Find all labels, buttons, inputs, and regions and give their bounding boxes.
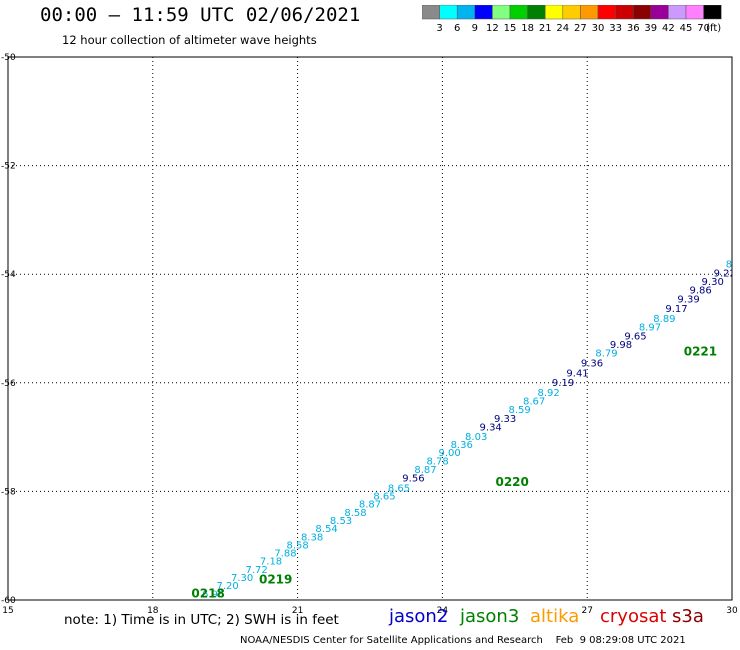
x-tick-label: 24 — [437, 606, 449, 616]
wave-height-reading: 7.30 — [231, 573, 253, 584]
units-note: note: 1) Time is in UTC; 2) SWH is in fe… — [64, 612, 339, 628]
colorbar-tick-label: 6 — [454, 23, 460, 34]
wave-height-reading: 8.87 — [414, 465, 436, 476]
colorbar-tick-label: 70 — [697, 23, 710, 34]
colorbar-tick-label: 15 — [504, 23, 517, 34]
colorbar-tick-label: 9 — [472, 23, 478, 34]
wave-height-reading: 9.34 — [480, 423, 502, 434]
wave-height-reading: 8.03 — [465, 432, 487, 443]
x-tick-label: 15 — [2, 606, 13, 616]
wave-height-reading: 8.79 — [595, 349, 617, 360]
wave-height-reading: 9.65 — [624, 331, 646, 342]
y-tick-label: -54 — [1, 270, 16, 280]
track-time-label: 0218 — [191, 586, 224, 600]
wave-height-reading: 7.18 — [260, 557, 282, 568]
wave-height-reading: 9.00 — [439, 448, 461, 459]
wave-height-reading: 9.39 — [677, 294, 699, 305]
track-time-label: 0219 — [259, 573, 292, 587]
colorbar-tick-label: 42 — [662, 23, 675, 34]
wave-height-reading: 9.33 — [494, 414, 516, 425]
x-tick-label: 27 — [581, 606, 592, 616]
wave-height-reading: 9.17 — [665, 304, 687, 315]
wave-height-reading: 7.72 — [245, 565, 267, 576]
colorbar-tick-label: 24 — [556, 23, 569, 34]
colorbar-tick-label: 12 — [486, 23, 499, 34]
wave-height-reading: 8.97 — [639, 323, 661, 334]
wave-height-reading: 8.65 — [373, 492, 395, 503]
wave-height-reading: 8.59 — [508, 405, 530, 416]
wave-height-reading: 8.87 — [359, 500, 381, 511]
wave-height-reading: 8.78 — [426, 456, 448, 467]
satellite-legend-s3a: s3a — [672, 606, 704, 627]
wave-height-reading: 9.22 — [714, 268, 736, 279]
x-tick-label: 18 — [147, 606, 159, 616]
satellite-legend-jason2: jason2 — [389, 606, 449, 627]
wave-height-reading: 9.98 — [610, 340, 632, 351]
wave-height-reading: 9.86 — [689, 286, 711, 297]
wave-height-reading: 9.19 — [552, 378, 574, 389]
wave-height-reading: 8.53 — [330, 516, 352, 527]
wave-height-reading: 8.58 — [286, 540, 308, 551]
colorbar-tick-label: 33 — [609, 23, 622, 34]
track-time-label: 0221 — [684, 345, 717, 359]
observation-layer: 6.967.207.307.727.187.888.588.388.548.53… — [191, 253, 740, 600]
colorbar-tick-label: 39 — [644, 23, 657, 34]
wave-height-reading: 8.58 — [344, 508, 366, 519]
y-tick-label: -56 — [1, 379, 16, 389]
wave-height-colorbar: 3 6 9 12 15 18 21 24 27 30 33 36 39 42 45 70(ft) — [422, 5, 722, 34]
colorbar-swatch — [703, 5, 722, 20]
colorbar-tick-label: 27 — [574, 23, 587, 34]
satellite-legend-altika: altika — [530, 606, 580, 627]
wave-height-reading: 9.93 — [735, 253, 740, 264]
wave-height-reading: 8.89 — [653, 314, 675, 325]
colorbar-tick-label: 30 — [592, 23, 605, 34]
wave-height-reading: 7.88 — [274, 549, 296, 560]
wave-height-reading: 8.92 — [537, 388, 559, 399]
colorbar-tick-label: 3 — [436, 23, 442, 34]
map-subtitle: 12 hour collection of altimeter wave hei… — [62, 33, 317, 47]
y-tick-label: -52 — [1, 162, 16, 172]
map-title: 00:00 – 11:59 UTC 02/06/2021 — [40, 4, 361, 26]
wave-height-reading: 8.65 — [388, 483, 410, 494]
satellite-legend-jason3: jason3 — [460, 606, 520, 627]
x-tick-label: 30 — [726, 606, 738, 616]
wave-height-reading: 8.54 — [315, 524, 337, 535]
colorbar-tick-label: 36 — [627, 23, 640, 34]
colorbar-tick-label: 18 — [521, 23, 534, 34]
wave-height-reading: 8.67 — [523, 397, 545, 408]
satellite-legend-cryosat: cryosat — [600, 606, 667, 627]
y-tick-label: -50 — [1, 53, 16, 63]
y-tick-label: -60 — [1, 596, 16, 606]
wave-height-reading: 6.96 — [202, 589, 224, 600]
wave-height-reading: 9.36 — [581, 359, 603, 370]
track-time-label: 0220 — [495, 475, 528, 489]
colorbar-tick-label: 21 — [539, 23, 552, 34]
wave-height-reading: 8.86 — [726, 260, 740, 271]
plot-frame — [7, 56, 733, 601]
x-tick-label: 21 — [292, 606, 303, 616]
wave-height-reading: 9.56 — [402, 474, 424, 485]
wave-height-reading: 8.36 — [451, 440, 473, 451]
credit-footer: NOAA/NESDIS Center for Satellite Applica… — [240, 635, 686, 646]
wave-height-reading: 7.20 — [216, 581, 238, 592]
wave-height-reading: 8.38 — [301, 532, 323, 543]
wave-height-reading: 9.41 — [566, 368, 588, 379]
y-tick-label: -58 — [1, 487, 16, 497]
colorbar-tick-label: 45 — [680, 23, 693, 34]
colorbar-unit: (ft) — [706, 23, 721, 34]
wave-height-reading: 9.30 — [702, 277, 724, 288]
